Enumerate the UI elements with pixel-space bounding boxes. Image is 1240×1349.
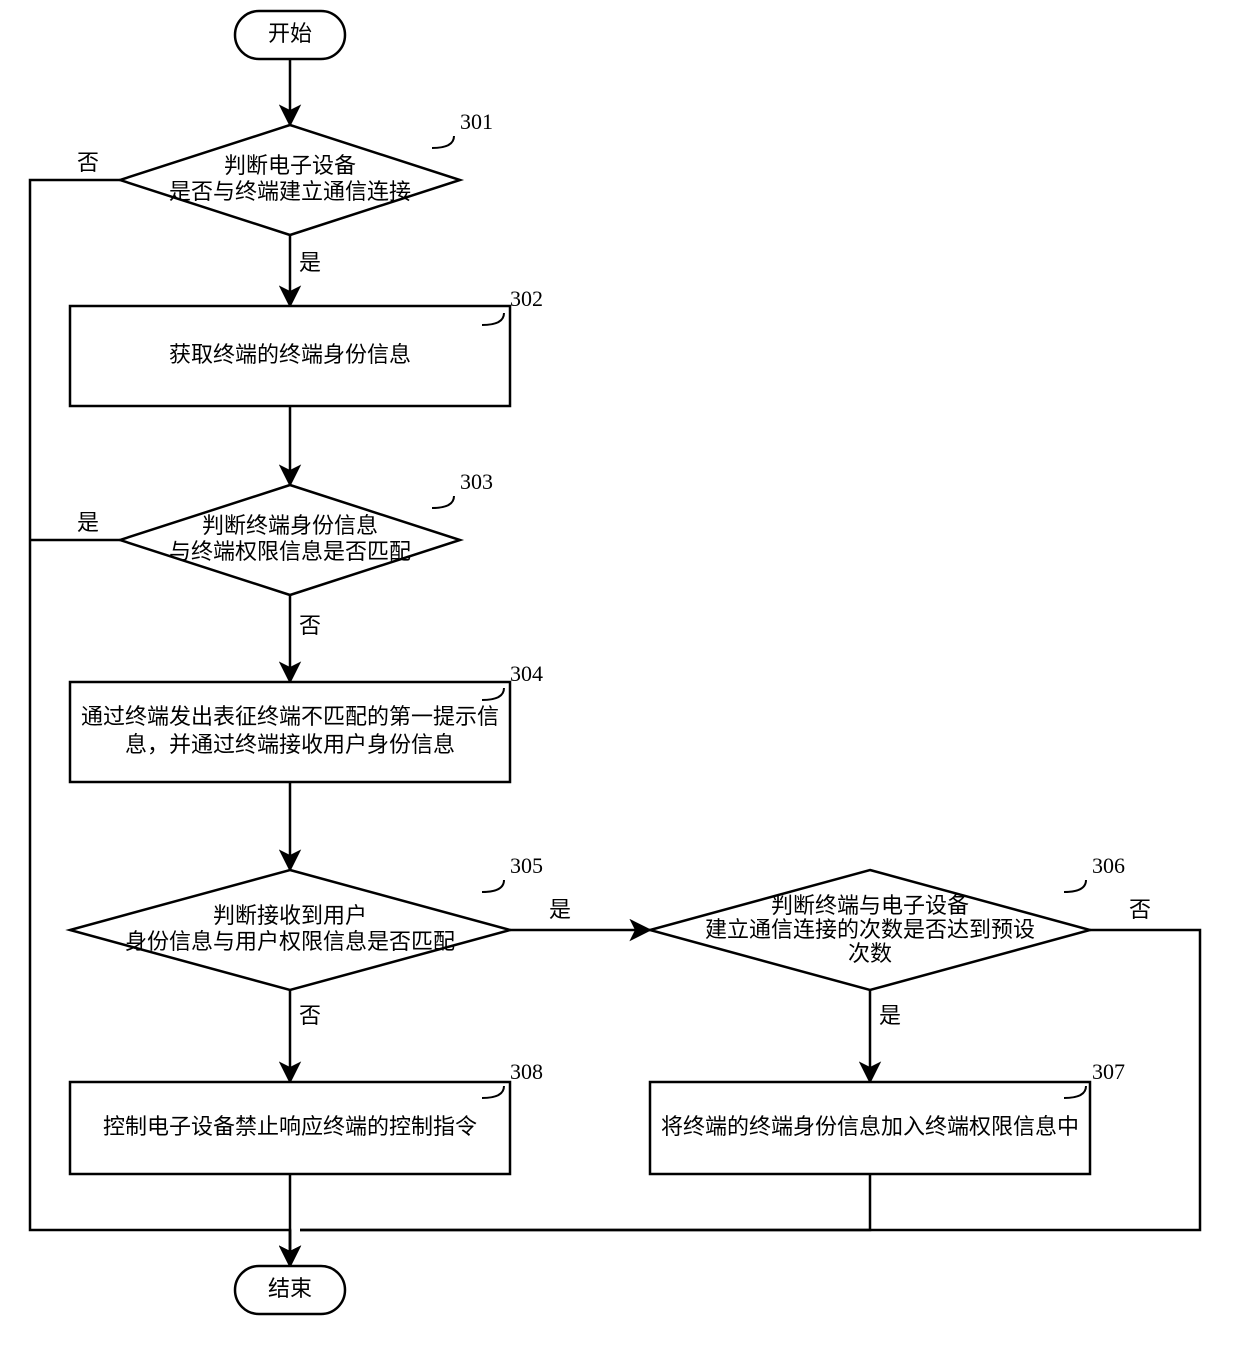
svg-text:否: 否: [299, 1003, 321, 1028]
svg-text:结束: 结束: [268, 1276, 312, 1301]
node-d305: 判断接收到用户身份信息与用户权限信息是否匹配 305: [70, 853, 543, 990]
svg-text:通过终端发出表征终端不匹配的第一提示信: 通过终端发出表征终端不匹配的第一提示信: [81, 704, 499, 729]
svg-text:次数: 次数: [848, 941, 892, 966]
svg-text:获取终端的终端身份信息: 获取终端的终端身份信息: [169, 342, 411, 367]
node-p304: 通过终端发出表征终端不匹配的第一提示信息，并通过终端接收用户身份信息 304: [70, 661, 543, 782]
svg-text:控制电子设备禁止响应终端的控制指令: 控制电子设备禁止响应终端的控制指令: [103, 1114, 477, 1139]
svg-text:判断接收到用户: 判断接收到用户: [213, 903, 367, 928]
svg-text:判断电子设备: 判断电子设备: [224, 153, 356, 178]
svg-text:是: 是: [879, 1003, 901, 1028]
svg-text:身份信息与用户权限信息是否匹配: 身份信息与用户权限信息是否匹配: [125, 929, 455, 954]
svg-text:306: 306: [1092, 853, 1125, 878]
svg-text:开始: 开始: [268, 21, 312, 46]
node-d306: 判断终端与电子设备建立通信连接的次数是否达到预设次数 306: [650, 853, 1125, 990]
svg-text:否: 否: [1129, 897, 1151, 922]
node-p308: 控制电子设备禁止响应终端的控制指令 308: [70, 1059, 543, 1174]
svg-text:是: 是: [549, 897, 571, 922]
edge-d306-end: [300, 930, 1200, 1230]
svg-text:与终端权限信息是否匹配: 与终端权限信息是否匹配: [169, 539, 411, 564]
svg-text:307: 307: [1092, 1059, 1125, 1084]
svg-text:308: 308: [510, 1059, 543, 1084]
svg-text:判断终端身份信息: 判断终端身份信息: [202, 513, 378, 538]
svg-text:将终端的终端身份信息加入终端权限信息中: 将终端的终端身份信息加入终端权限信息中: [661, 1114, 1079, 1139]
svg-text:息，并通过终端接收用户身份信息: 息，并通过终端接收用户身份信息: [125, 732, 455, 757]
node-start: 开始: [235, 11, 345, 59]
svg-text:305: 305: [510, 853, 543, 878]
node-d303: 判断终端身份信息与终端权限信息是否匹配 303: [120, 469, 493, 595]
svg-text:判断终端与电子设备: 判断终端与电子设备: [771, 893, 969, 918]
svg-text:是: 是: [77, 510, 99, 535]
svg-text:否: 否: [77, 150, 99, 175]
node-d301: 判断电子设备是否与终端建立通信连接 301: [120, 109, 493, 235]
node-end: 结束: [235, 1266, 345, 1314]
flowchart-canvas: 开始判断电子设备是否与终端建立通信连接 301 获取终端的终端身份信息 302 判断终端…: [0, 0, 1240, 1349]
svg-text:是: 是: [299, 250, 321, 275]
edge-p307-end: [300, 1174, 870, 1230]
node-p307: 将终端的终端身份信息加入终端权限信息中 307: [650, 1059, 1125, 1174]
svg-text:303: 303: [460, 469, 493, 494]
node-p302: 获取终端的终端身份信息 302: [70, 286, 543, 406]
svg-text:建立通信连接的次数是否达到预设: 建立通信连接的次数是否达到预设: [705, 917, 1035, 942]
svg-text:302: 302: [510, 286, 543, 311]
svg-text:是否与终端建立通信连接: 是否与终端建立通信连接: [169, 179, 411, 204]
svg-text:否: 否: [299, 613, 321, 638]
svg-text:301: 301: [460, 109, 493, 134]
svg-text:304: 304: [510, 661, 543, 686]
